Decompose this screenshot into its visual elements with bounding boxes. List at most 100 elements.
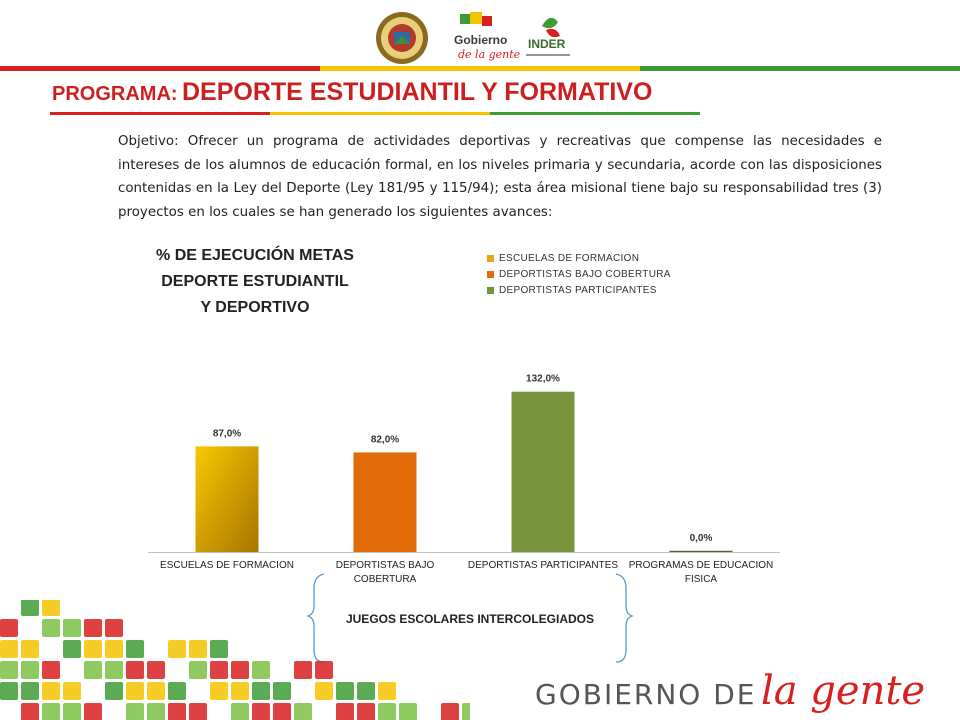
mosaic-tile bbox=[84, 661, 102, 679]
bar-chart: 87,0% ESCUELAS DE FORMACION 82,0% DEPORTIST… bbox=[148, 374, 780, 585]
mosaic-tile bbox=[21, 600, 39, 616]
title-underline bbox=[50, 112, 700, 115]
mosaic-tile bbox=[84, 640, 102, 658]
data-label: 82,0% bbox=[371, 434, 399, 445]
mosaic-tile bbox=[231, 703, 249, 720]
bar bbox=[511, 391, 575, 552]
legend-item: DEPORTISTAS BAJO COBERTURA bbox=[487, 266, 671, 282]
header-logos: Gobierno de la gente INDER bbox=[376, 12, 570, 64]
mosaic-tile bbox=[147, 703, 165, 720]
mosaic-tile bbox=[168, 703, 186, 720]
decorative-mosaic bbox=[0, 600, 470, 720]
mosaic-tile bbox=[210, 661, 228, 679]
mosaic-tile bbox=[126, 703, 144, 720]
mosaic-tile bbox=[126, 661, 144, 679]
footer-brand-name: la gente bbox=[760, 668, 926, 714]
legend-swatch bbox=[487, 270, 494, 278]
mosaic-tile bbox=[315, 661, 333, 679]
page-title: PROGRAMA: DEPORTE ESTUDIANTIL Y FORMATIV… bbox=[52, 78, 652, 107]
category-label: DEPORTISTAS BAJO bbox=[336, 560, 435, 571]
mosaic-tile bbox=[441, 703, 459, 720]
mosaic-tile bbox=[42, 682, 60, 700]
mosaic-tile bbox=[252, 682, 270, 700]
chart-title: % DE EJECUCIÓN METAS DEPORTE ESTUDIANTIL… bbox=[120, 243, 390, 321]
mosaic-tile bbox=[252, 703, 270, 720]
mosaic-tile bbox=[63, 640, 81, 658]
category-label: PROGRAMAS DE EDUCACION bbox=[629, 560, 773, 571]
header-stripe bbox=[0, 66, 960, 71]
mosaic-tile bbox=[63, 703, 81, 720]
mosaic-tile bbox=[42, 661, 60, 679]
svg-text:INDER: INDER bbox=[528, 37, 566, 51]
mosaic-tile bbox=[315, 682, 333, 700]
category-label: DEPORTISTAS PARTICIPANTES bbox=[468, 560, 619, 571]
mosaic-tile bbox=[126, 640, 144, 658]
category-label: ESCUELAS DE FORMACION bbox=[160, 560, 294, 571]
footer-brand: GOBIERNO DE la gente bbox=[535, 668, 925, 714]
chart-title-line: Y DEPORTIVO bbox=[200, 299, 310, 316]
mosaic-tile bbox=[189, 640, 207, 658]
bar bbox=[669, 550, 733, 552]
chart-title-line: % DE EJECUCIÓN METAS bbox=[156, 247, 354, 264]
category-label: FISICA bbox=[685, 574, 718, 585]
objective-text: Objetivo: Ofrecer un programa de activid… bbox=[118, 134, 882, 220]
chart-title-line: DEPORTE ESTUDIANTIL bbox=[161, 273, 349, 290]
mosaic-tile bbox=[210, 640, 228, 658]
mosaic-tile bbox=[21, 703, 39, 720]
mosaic-tile bbox=[105, 640, 123, 658]
mosaic-tile bbox=[399, 703, 417, 720]
mosaic-tile bbox=[126, 682, 144, 700]
mosaic-tile bbox=[21, 682, 39, 700]
mosaic-tile bbox=[21, 640, 39, 658]
data-label: 0,0% bbox=[690, 533, 713, 544]
legend-swatch bbox=[487, 254, 494, 262]
seal-icon bbox=[376, 12, 428, 64]
mosaic-tile bbox=[378, 703, 396, 720]
chart-legend: ESCUELAS DE FORMACION DEPORTISTAS BAJO C… bbox=[487, 250, 671, 298]
mosaic-tile bbox=[63, 619, 81, 637]
legend-item: DEPORTISTAS PARTICIPANTES bbox=[487, 282, 671, 298]
program-name: DEPORTE ESTUDIANTIL Y FORMATIVO bbox=[182, 78, 653, 106]
mosaic-tile bbox=[189, 661, 207, 679]
mosaic-tile bbox=[168, 640, 186, 658]
data-label: 132,0% bbox=[526, 374, 560, 385]
svg-text:de la gente: de la gente bbox=[458, 48, 521, 61]
mosaic-tile bbox=[147, 682, 165, 700]
gobierno-de-la-gente-logo: Gobierno de la gente bbox=[454, 12, 521, 61]
mosaic-tile bbox=[105, 619, 123, 637]
mosaic-tile bbox=[84, 619, 102, 637]
legend-swatch bbox=[487, 286, 494, 294]
mosaic-tile bbox=[0, 661, 18, 679]
legend-label: DEPORTISTAS BAJO COBERTURA bbox=[499, 268, 671, 280]
bar bbox=[195, 446, 259, 552]
legend-item: ESCUELAS DE FORMACION bbox=[487, 250, 671, 266]
footer-brand-prefix: GOBIERNO DE bbox=[535, 678, 757, 711]
mosaic-tile bbox=[462, 703, 470, 720]
group-brace bbox=[305, 573, 635, 663]
mosaic-tile bbox=[231, 661, 249, 679]
inder-logo: INDER bbox=[526, 17, 570, 56]
mosaic-tile bbox=[42, 600, 60, 616]
mosaic-tile bbox=[273, 703, 291, 720]
mosaic-tile bbox=[357, 682, 375, 700]
mosaic-tile bbox=[273, 682, 291, 700]
category-label: COBERTURA bbox=[354, 574, 417, 585]
mosaic-tile bbox=[0, 640, 18, 658]
mosaic-tile bbox=[336, 703, 354, 720]
mosaic-tile bbox=[294, 703, 312, 720]
program-label: PROGRAMA: bbox=[52, 83, 178, 105]
group-label: JUEGOS ESCOLARES INTERCOLEGIADOS bbox=[345, 612, 595, 626]
mosaic-tile bbox=[336, 682, 354, 700]
mosaic-tile bbox=[378, 682, 396, 700]
legend-label: ESCUELAS DE FORMACION bbox=[499, 252, 640, 264]
svg-text:Gobierno: Gobierno bbox=[454, 33, 507, 47]
mosaic-tile bbox=[42, 703, 60, 720]
mosaic-tile bbox=[63, 682, 81, 700]
mosaic-tile bbox=[231, 682, 249, 700]
mosaic-tile bbox=[105, 661, 123, 679]
mosaic-tile bbox=[42, 619, 60, 637]
mosaic-tile bbox=[0, 682, 18, 700]
mosaic-tile bbox=[168, 682, 186, 700]
mosaic-tile bbox=[147, 661, 165, 679]
mosaic-tile bbox=[252, 661, 270, 679]
